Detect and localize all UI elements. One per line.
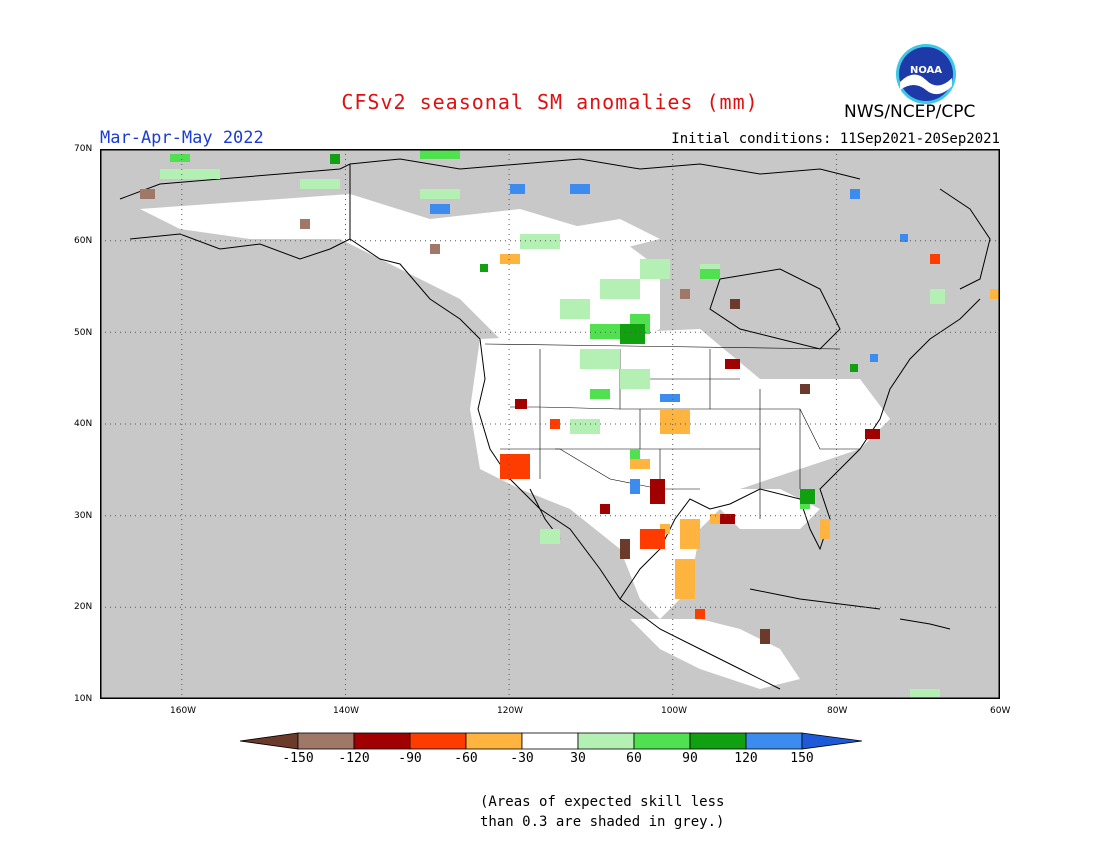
colorbar-tick-label: -120 <box>338 751 370 766</box>
colorbar-cell <box>745 732 803 750</box>
anomaly-cells <box>140 149 1000 697</box>
state-borders <box>484 343 860 519</box>
lon-label-100w: 100W <box>661 706 688 716</box>
lon-label-120w: 120W <box>497 706 524 716</box>
noaa-logo-icon: NOAA <box>896 44 956 104</box>
colorbar-cells <box>239 732 863 750</box>
lon-label-160w: 160W <box>170 706 197 716</box>
colorbar-cell <box>409 732 467 750</box>
chart-title: CFSv2 seasonal SM anomalies (mm) <box>341 90 759 114</box>
lat-label-60n: 60N <box>74 236 93 246</box>
colorbar-tick-label: -60 <box>454 751 478 766</box>
colorbar-cell <box>297 732 355 750</box>
skill-note-line2: than 0.3 are shaded in grey.) <box>480 814 725 830</box>
colorbar-cell <box>633 732 691 750</box>
lat-label-40n: 40N <box>74 419 93 429</box>
colorbar-arrow-high <box>801 732 863 750</box>
colorbar-tick-label: 90 <box>682 751 698 766</box>
colorbar-tick-label: 30 <box>570 751 586 766</box>
lon-label-80w: 80W <box>827 706 848 716</box>
skill-note: (Areas of expected skill less than 0.3 a… <box>480 792 724 832</box>
colorbar-cell <box>353 732 411 750</box>
lat-label-70n: 70N <box>74 144 93 154</box>
colorbar-tick-label: -90 <box>398 751 422 766</box>
colorbar-legend <box>239 732 863 750</box>
colorbar-cell <box>465 732 523 750</box>
colorbar-cell <box>689 732 747 750</box>
colorbar-tick-label: -30 <box>510 751 534 766</box>
colorbar-arrow-low <box>239 732 299 750</box>
lat-label-30n: 30N <box>74 511 93 521</box>
colorbar-cell <box>521 732 579 750</box>
colorbar-tick-label: 120 <box>734 751 758 766</box>
noaa-logo-text: NOAA <box>910 65 942 76</box>
colorbar-tick-label: 150 <box>790 751 814 766</box>
forecast-period: Mar-Apr-May 2022 <box>100 128 264 148</box>
lat-label-50n: 50N <box>74 328 93 338</box>
skill-note-line1: (Areas of expected skill less <box>480 794 725 810</box>
lat-label-20n: 20N <box>74 602 93 612</box>
colorbar-cell <box>577 732 635 750</box>
colorbar-tick-label: 60 <box>626 751 642 766</box>
lon-label-60w: 60W <box>990 706 1011 716</box>
anomaly-map <box>100 149 1000 699</box>
coastlines <box>119 158 991 690</box>
colorbar-tick-label: -150 <box>282 751 314 766</box>
graticule <box>100 149 1000 699</box>
initial-conditions: Initial conditions: 11Sep2021-20Sep2021 <box>671 131 1000 147</box>
map-frame <box>100 149 1000 699</box>
lon-label-140w: 140W <box>333 706 360 716</box>
agency-label: NWS/NCEP/CPC <box>844 102 976 122</box>
lat-label-10n: 10N <box>74 694 93 704</box>
white-regions <box>140 194 890 689</box>
